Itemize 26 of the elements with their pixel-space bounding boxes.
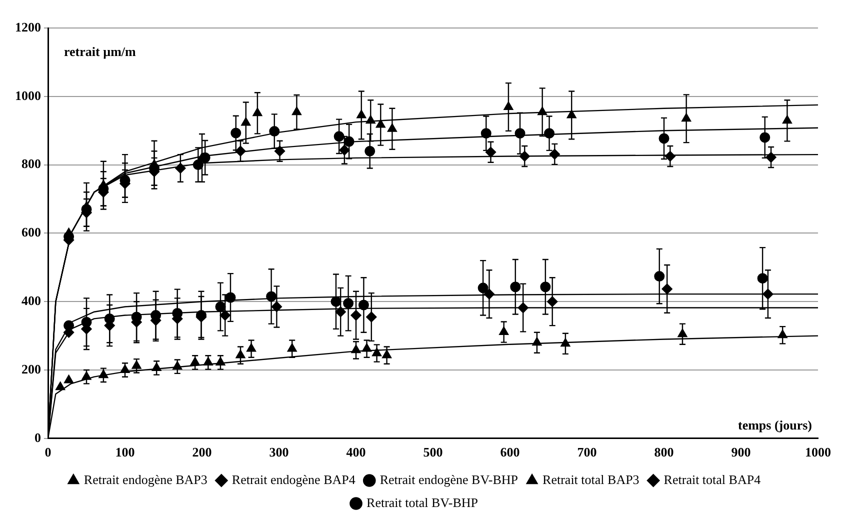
x-tick-label: 800 (654, 444, 674, 460)
legend-label: Retrait total BAP4 (664, 472, 762, 487)
y-tick-label: 200 (22, 361, 41, 376)
x-tick-label: 500 (423, 444, 443, 460)
legend-label: Retrait endogène BAP4 (232, 472, 356, 487)
y-axis-title: retrait µm/m (64, 44, 136, 59)
x-axis-title: temps (jours) (738, 417, 812, 432)
x-tick-label: 200 (192, 444, 212, 460)
x-tick-label: 900 (731, 444, 751, 460)
y-tick-label: 1200 (15, 19, 41, 34)
legend-label: Retrait total BV-BHP (366, 494, 478, 510)
x-tick-label: 1000 (805, 444, 831, 460)
x-tick-label: 600 (500, 444, 520, 460)
x-tick-label: 400 (346, 444, 366, 460)
y-tick-label: 0 (34, 430, 41, 445)
legend-label: Retrait total BAP3 (542, 472, 640, 487)
legend-label: Retrait endogène BAP3 (84, 472, 208, 487)
x-tick-label: 100 (115, 444, 135, 460)
y-tick-label: 800 (22, 156, 41, 172)
y-tick-label: 600 (22, 224, 41, 240)
y-tick-label: 1000 (15, 88, 41, 103)
x-tick-label: 0 (44, 444, 52, 460)
x-tick-label: 300 (269, 444, 289, 460)
x-tick-label: 700 (577, 444, 597, 460)
y-tick-label: 400 (22, 292, 41, 308)
legend-label: Retrait endogène BV-BHP (380, 472, 518, 487)
